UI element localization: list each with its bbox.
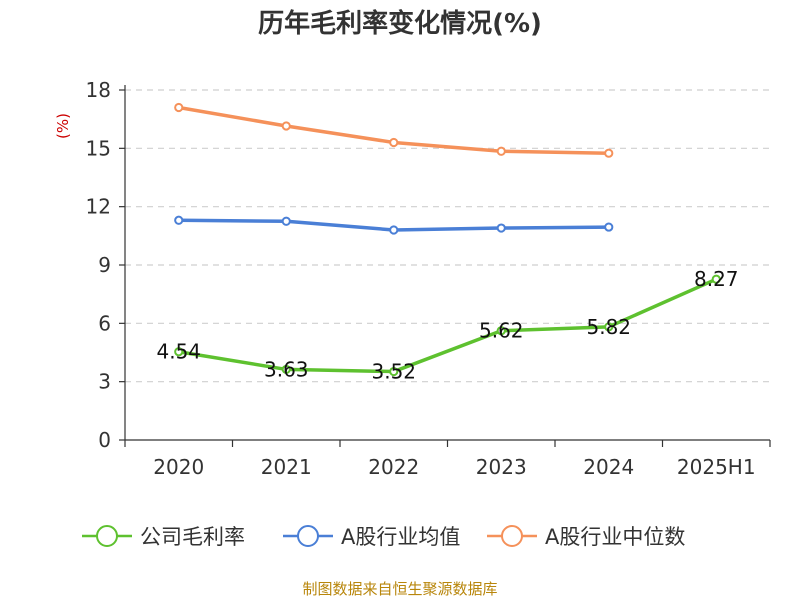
x-tick-label: 2025H1 xyxy=(677,455,756,479)
y-tick-label: 15 xyxy=(86,136,111,160)
data-label: 8.27 xyxy=(694,267,739,291)
legend: 公司毛利率 A股行业均值 A股行业中位数 xyxy=(82,525,685,549)
axes: 0 3 6 9 12 15 18 2020 2021 2022 2023 2024 2025H1 xyxy=(86,78,771,479)
legend-label: 公司毛利率 xyxy=(140,525,245,549)
series-lines xyxy=(174,102,721,377)
legend-marker xyxy=(96,525,118,547)
y-tick-label: 0 xyxy=(98,428,111,452)
legend-label: A股行业均值 xyxy=(341,525,460,549)
x-tick-label: 2020 xyxy=(153,455,204,479)
x-tick-label: 2024 xyxy=(583,455,634,479)
x-tick-label: 2023 xyxy=(476,455,527,479)
data-point xyxy=(174,347,184,357)
data-point xyxy=(711,274,721,284)
data-label: 5.82 xyxy=(586,315,631,339)
data-point xyxy=(281,121,291,131)
data-point xyxy=(174,215,184,225)
data-point xyxy=(496,146,506,156)
y-tick-label: 18 xyxy=(86,78,111,102)
data-label: 3.63 xyxy=(264,357,309,381)
data-point xyxy=(174,102,184,113)
y-tick-label: 3 xyxy=(98,370,111,394)
data-label: 4.54 xyxy=(156,340,201,364)
series-line xyxy=(178,277,717,374)
data-source-note: 制图数据来自恒生聚源数据库 xyxy=(302,580,497,598)
data-label: 3.52 xyxy=(371,360,416,384)
data-point xyxy=(604,222,614,232)
chart-title: 历年毛利率变化情况(%) xyxy=(258,8,542,39)
data-label: 5.62 xyxy=(479,319,524,343)
x-tick-label: 2022 xyxy=(368,455,419,479)
y-tick-label: 9 xyxy=(98,253,111,277)
legend-marker xyxy=(501,525,523,547)
gridlines xyxy=(125,89,770,383)
y-tick-label: 6 xyxy=(98,311,111,335)
data-point xyxy=(281,216,291,226)
data-point xyxy=(389,225,399,235)
y-tick-label: 12 xyxy=(86,195,111,219)
data-labels: 4.54 3.63 3.52 5.62 5.82 8.27 xyxy=(156,267,738,383)
data-point xyxy=(389,137,399,148)
data-point xyxy=(496,223,506,233)
data-point xyxy=(604,322,614,332)
data-point xyxy=(604,148,614,158)
data-point xyxy=(389,366,399,377)
legend-marker xyxy=(297,525,319,547)
data-point xyxy=(496,326,506,336)
data-point xyxy=(281,364,291,375)
x-tick-label: 2021 xyxy=(261,455,312,479)
legend-label: A股行业中位数 xyxy=(545,525,685,549)
y-axis-label: (%) xyxy=(54,113,72,139)
